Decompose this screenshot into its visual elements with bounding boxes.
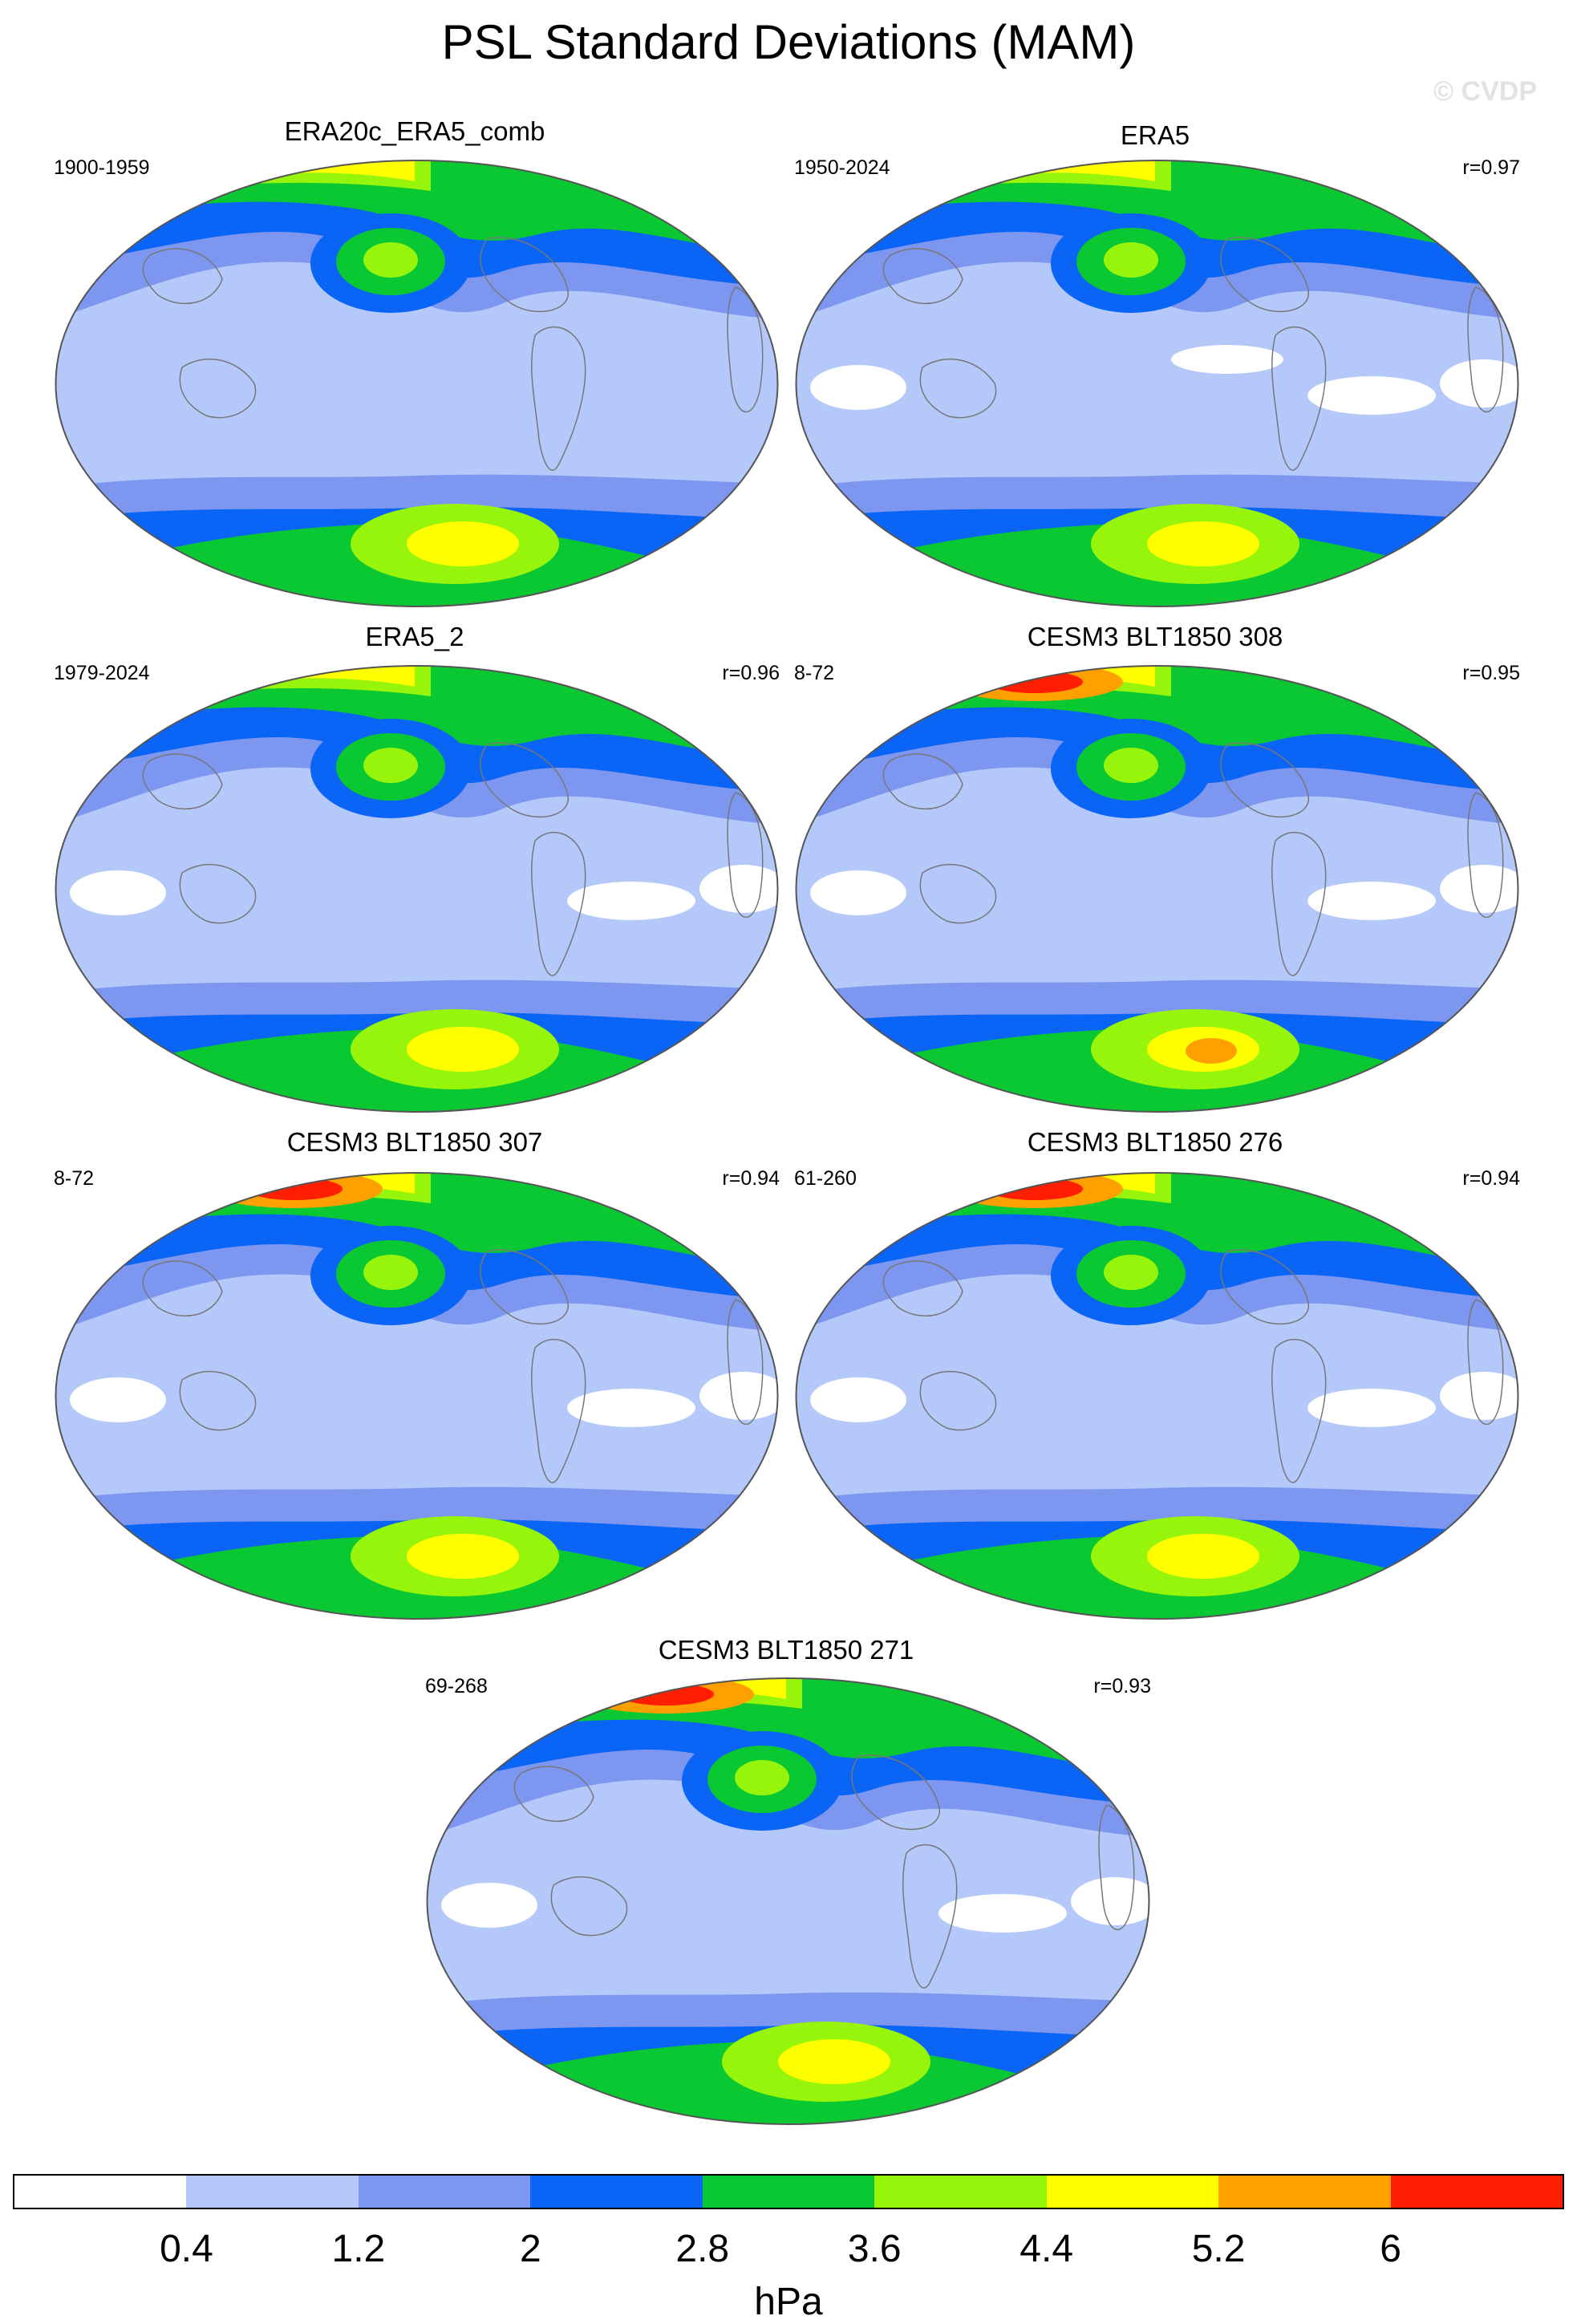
panel-years: 1900-1959 bbox=[54, 156, 150, 179]
map-panel bbox=[55, 1172, 779, 1620]
panel-title: CESM3 BLT1850 271 bbox=[658, 1635, 914, 1665]
colorbar-box bbox=[186, 2176, 359, 2208]
map-panel bbox=[795, 665, 1519, 1113]
panel-title: ERA20c_ERA5_comb bbox=[284, 116, 545, 146]
colorbar-box bbox=[1046, 2176, 1219, 2208]
colorbar-label: 2.8 bbox=[675, 2228, 730, 2270]
panel-correlation: r=0.95 bbox=[1462, 662, 1520, 684]
colorbar-label: 1.2 bbox=[331, 2228, 386, 2270]
panel-title: CESM3 BLT1850 307 bbox=[286, 1127, 543, 1157]
panel-years: 8-72 bbox=[54, 1167, 95, 1190]
colorbar-box bbox=[1390, 2176, 1563, 2208]
panel-years: 8-72 bbox=[794, 662, 835, 684]
colorbar-box bbox=[702, 2176, 875, 2208]
colorbar-label: 4.4 bbox=[1020, 2228, 1074, 2270]
panel-correlation: r=0.94 bbox=[722, 1167, 780, 1190]
panel-correlation: r=0.96 bbox=[722, 662, 780, 684]
colorbar bbox=[13, 2174, 1564, 2209]
panel-years: 69-268 bbox=[425, 1675, 488, 1697]
panel-correlation: r=0.94 bbox=[1462, 1167, 1520, 1190]
colorbar-box bbox=[1218, 2176, 1391, 2208]
colorbar-label: 3.6 bbox=[847, 2228, 902, 2270]
map-panel bbox=[795, 160, 1519, 607]
panel-title: CESM3 BLT1850 308 bbox=[1027, 622, 1283, 651]
colorbar-label: 5.2 bbox=[1191, 2228, 1246, 2270]
colorbar-units: hPa bbox=[754, 2281, 823, 2323]
panel-years: 61-260 bbox=[794, 1167, 857, 1190]
colorbar-box bbox=[14, 2176, 187, 2208]
map-panel bbox=[55, 665, 779, 1113]
figure-title: PSL Standard Deviations (MAM) bbox=[441, 15, 1136, 69]
colorbar-box bbox=[874, 2176, 1047, 2208]
map-panel bbox=[426, 1677, 1150, 2125]
colorbar-box bbox=[530, 2176, 703, 2208]
panel-title: ERA5_2 bbox=[365, 622, 464, 651]
panel-title: ERA5 bbox=[1120, 120, 1190, 150]
colorbar-box bbox=[358, 2176, 531, 2208]
colorbar-label: 2 bbox=[519, 2228, 541, 2270]
colorbar-label: 6 bbox=[1380, 2228, 1401, 2270]
panel-correlation: r=0.97 bbox=[1462, 156, 1520, 179]
colorbar-label: 0.4 bbox=[160, 2228, 213, 2270]
panel-title: CESM3 BLT1850 276 bbox=[1027, 1127, 1283, 1157]
cvdp-watermark: © CVDP bbox=[1433, 76, 1537, 107]
map-panel bbox=[795, 1172, 1519, 1620]
panel-correlation: r=0.93 bbox=[1093, 1675, 1151, 1697]
map-panel bbox=[55, 160, 779, 607]
panel-years: 1950-2024 bbox=[794, 156, 890, 179]
panel-years: 1979-2024 bbox=[54, 662, 150, 684]
